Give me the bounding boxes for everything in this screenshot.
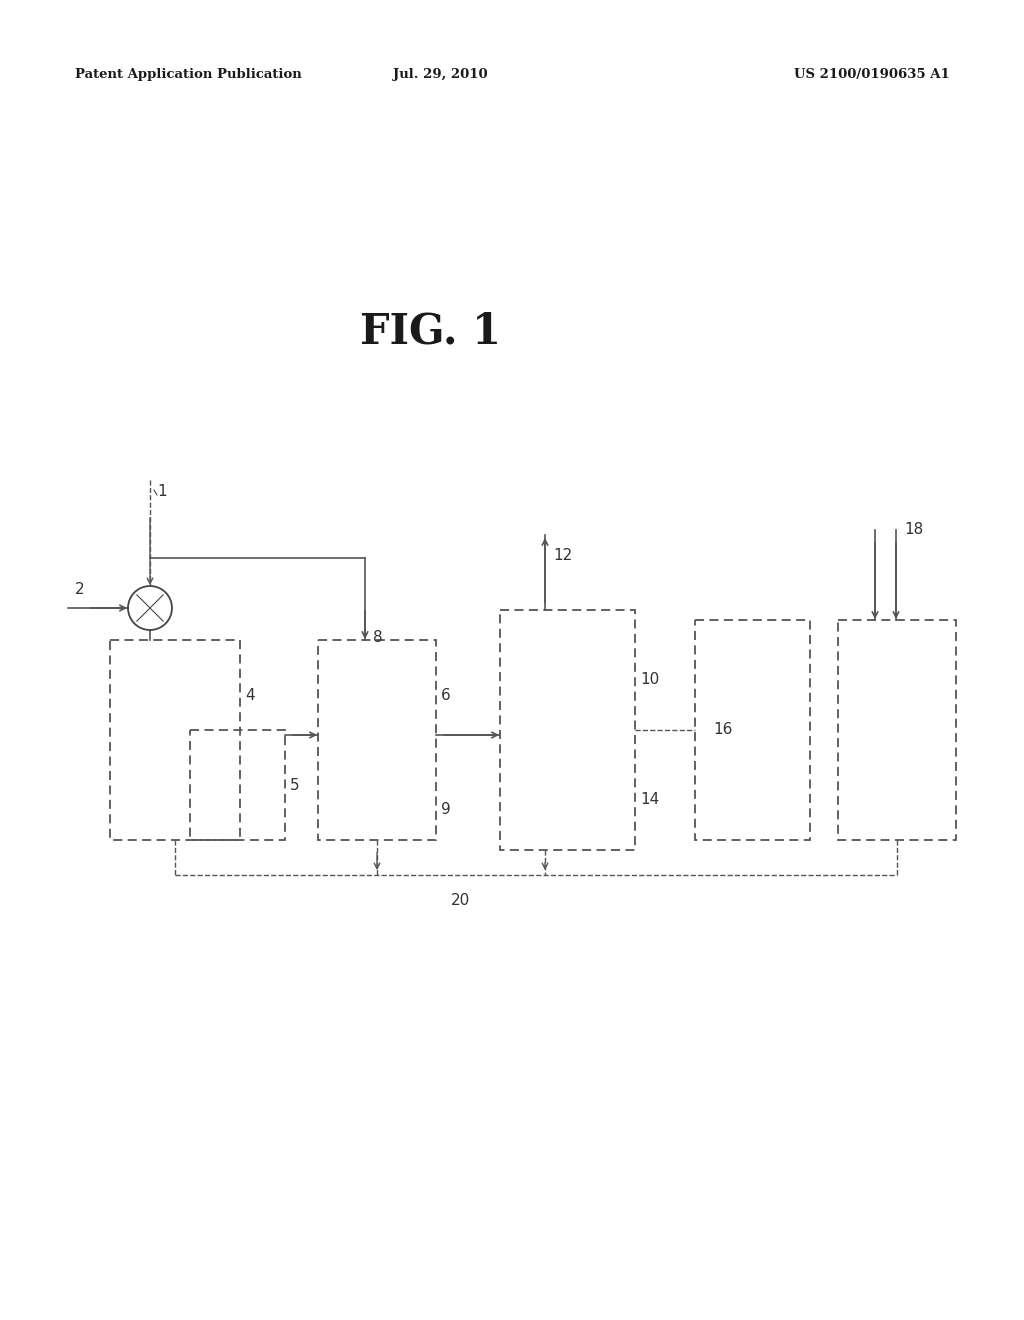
Text: FIG. 1: FIG. 1 <box>359 310 501 352</box>
Bar <box>190 730 285 840</box>
Text: 16: 16 <box>713 722 732 738</box>
Text: 10: 10 <box>640 672 659 688</box>
Text: 1: 1 <box>157 484 167 499</box>
Text: 12: 12 <box>553 548 572 562</box>
Bar <box>110 640 240 840</box>
Text: 4: 4 <box>245 688 255 702</box>
Bar <box>695 620 810 840</box>
Text: 2: 2 <box>75 582 85 598</box>
Text: 9: 9 <box>441 803 451 817</box>
Text: 6: 6 <box>441 688 451 702</box>
Text: Patent Application Publication: Patent Application Publication <box>75 69 302 81</box>
Text: 20: 20 <box>452 894 471 908</box>
Text: 5: 5 <box>290 777 300 792</box>
Text: US 2100/0190635 A1: US 2100/0190635 A1 <box>795 69 950 81</box>
Text: Jul. 29, 2010: Jul. 29, 2010 <box>392 69 487 81</box>
Bar <box>500 610 635 850</box>
Bar <box>838 620 956 840</box>
Text: 14: 14 <box>640 792 659 808</box>
Text: 18: 18 <box>904 523 924 537</box>
Bar <box>318 640 436 840</box>
Text: 8: 8 <box>373 631 383 645</box>
